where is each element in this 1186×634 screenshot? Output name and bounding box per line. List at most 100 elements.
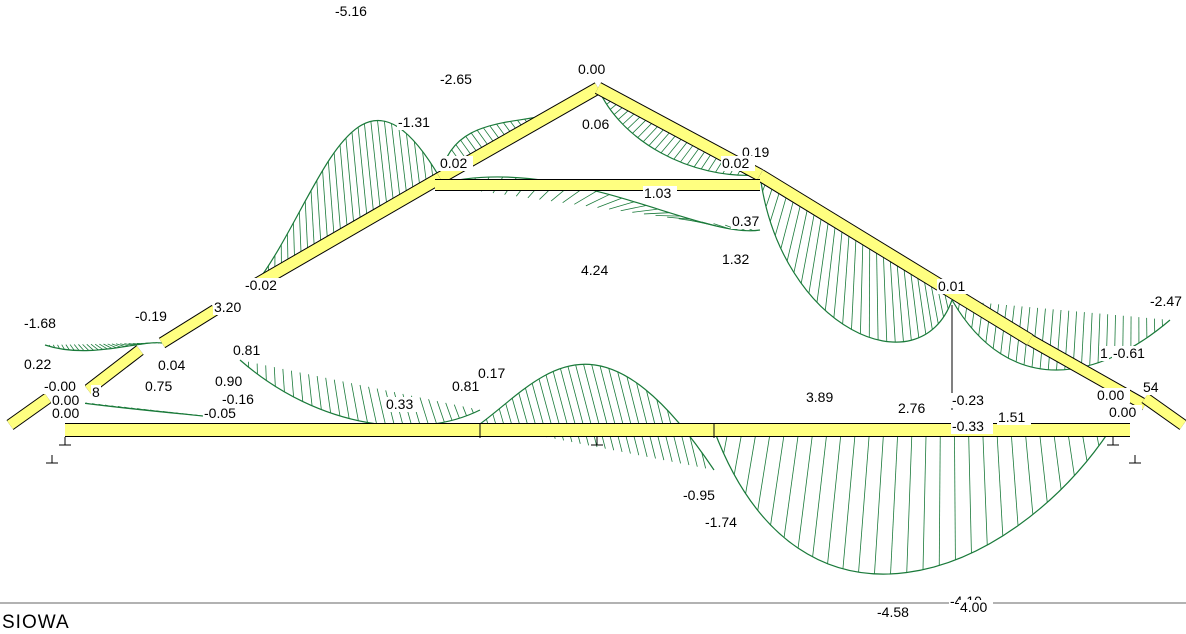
moment-hatch [311,190,314,250]
value-label: -0.19 [135,308,167,324]
moment-hatch [890,260,895,342]
moment-hatch [1039,430,1047,502]
value-label: 3.89 [806,389,833,405]
moment-hatch [399,128,407,198]
value-label: 0.75 [145,378,172,394]
moment-hatch [883,255,886,341]
value-label: 2.76 [898,400,925,416]
moment-hatch [309,374,312,405]
moment-hatch [813,430,828,557]
moment-hatch [621,205,647,210]
moment-curves [45,88,1170,574]
value-label: -0.05 [204,405,236,421]
moment-hatch [771,430,785,525]
value-label: -1.31 [398,114,430,130]
moment-hatch [618,372,639,455]
value-label: 1.51 [998,409,1025,425]
moment-hatch [346,138,354,228]
moment-hatch [632,209,658,212]
moment-hatch [328,161,334,239]
moment-hatch [907,430,912,573]
moment-hatch [825,224,835,310]
moment-hatch [897,264,903,341]
moment-hatch [877,251,879,340]
moment-hatch [351,383,358,420]
value-label: -0.23 [952,392,984,408]
moment-hatch [860,242,862,334]
value-label: -1.74 [705,514,737,530]
moment-hatch [437,401,444,422]
moment-curve [255,120,440,285]
moment-hatch [843,233,850,324]
moment-hatch [891,430,898,574]
moment-hatch [969,430,972,553]
member-bar [255,178,440,285]
moment-hatch [326,378,331,413]
value-label: 1 [1100,345,1108,361]
moment-hatch [446,403,452,420]
moment-hatch [787,202,801,261]
moment-hatch [904,269,911,340]
moment-hatch [798,430,813,548]
moment-hatch [918,278,926,334]
value-label: -1.68 [24,315,56,331]
moment-hatch [997,430,1003,536]
moment-hatch [406,133,413,193]
value-label: 0.00 [578,61,605,77]
moment-curve [240,360,480,426]
member-bar [10,398,48,425]
moment-hatch [609,202,634,209]
value-label: 0.06 [582,116,609,132]
value-label: 1.32 [722,251,749,267]
moment-hatch [644,213,670,214]
moment-hatch [471,408,473,413]
moment-hatch [1053,430,1061,489]
value-label: 0.02 [722,155,749,171]
value-label: 4.00 [960,599,987,615]
moment-hatch [911,273,919,338]
moment-hatch [859,430,870,572]
moment-hatch [794,206,808,272]
moment-hatch [343,381,349,418]
moment-hatch [690,220,711,225]
moment-hatch [340,145,348,232]
moment-hatch [74,345,79,351]
value-label: 1.03 [644,185,671,201]
moment-hatch [637,383,656,459]
moment-curve [714,430,1110,574]
value-label: 0.04 [158,357,185,373]
moment-hatch [352,132,361,224]
member-bar [1145,398,1183,425]
value-label: 0.00 [52,405,79,421]
value-label: 0.90 [215,373,242,389]
moment-hatch [939,430,940,565]
moment-hatch [874,430,883,574]
moment-hatch [938,291,943,317]
moment-hatch [656,216,681,217]
moment-hatch [1081,312,1084,367]
moment-hatch [317,180,321,247]
value-label: 0.02 [440,155,467,171]
value-label: -0.95 [683,487,715,503]
moment-hatch [454,405,459,419]
value-label: 4.24 [581,262,608,278]
moment-hatch [828,430,842,564]
moment-hatch [305,201,308,254]
moment-hatch [1048,309,1053,369]
moment-hatch [360,385,368,423]
value-label: 0.37 [732,213,759,229]
moment-hatch [702,222,721,227]
moment-hatch [954,430,955,560]
moment-hatch [369,387,377,424]
moment-hatch [1011,430,1018,526]
member-bar [760,175,940,285]
value-label: -5.16 [335,3,367,19]
moment-hatch [323,170,328,243]
moment-hatch [300,373,303,402]
value-label: 54 [1143,379,1159,395]
value-label: 0.17 [478,365,505,381]
moment-hatch [274,367,275,386]
supports [46,437,1141,463]
value-label: -4.58 [877,604,909,620]
moment-hatch [923,430,926,570]
